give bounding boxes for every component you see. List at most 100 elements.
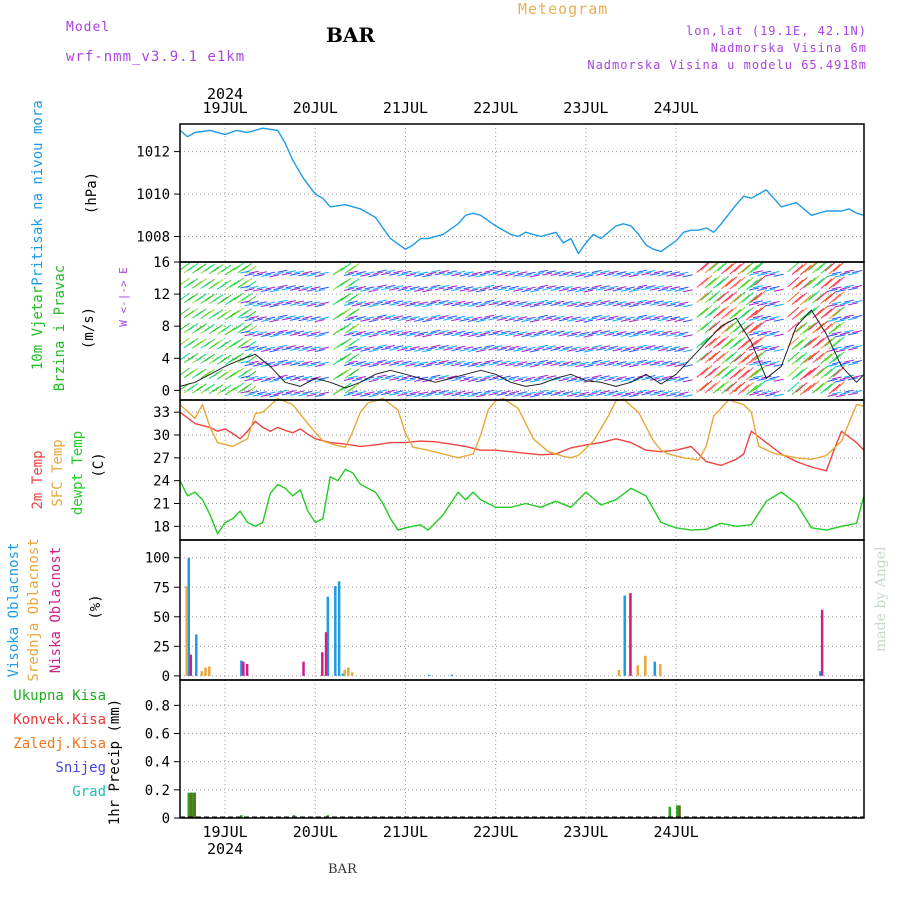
wind-arrow xyxy=(765,333,776,337)
wind-arrow xyxy=(637,269,648,273)
wind-arrow xyxy=(612,273,623,277)
wind-arrow xyxy=(554,345,565,349)
wind-arrow xyxy=(233,277,244,286)
wind-arrow xyxy=(729,293,742,305)
wind-arrow xyxy=(513,318,524,322)
wind-arrow xyxy=(708,380,721,391)
wind-arrow xyxy=(812,277,825,289)
wind-arrow xyxy=(633,301,644,305)
year-label-bottom: 2024 xyxy=(207,840,243,858)
day-label-top: 19JUL xyxy=(203,99,248,117)
product-title: Meteogram xyxy=(518,0,609,18)
wind-arrow xyxy=(600,285,611,289)
wind-arrow xyxy=(533,377,544,381)
wind-arrow xyxy=(349,308,360,317)
wind-arrow xyxy=(269,304,280,308)
wind-arrow xyxy=(725,306,738,317)
wind-arrow xyxy=(533,272,544,276)
wind-arrow xyxy=(799,279,812,291)
wind-arrow xyxy=(277,374,288,378)
wind-arrow xyxy=(750,262,763,273)
wind-arrow xyxy=(820,383,833,394)
wind-arrow xyxy=(721,308,734,320)
wind-arrow xyxy=(233,337,244,346)
wind-arrow xyxy=(245,295,257,304)
bar-srednja-oblacnost xyxy=(200,671,204,676)
wind-arrow xyxy=(657,303,668,307)
cloud-label-1: Visoka Oblacnost xyxy=(6,543,22,678)
wind-arrow xyxy=(471,271,482,275)
wind-arrow xyxy=(604,288,615,292)
wind-arrow xyxy=(467,288,478,292)
wind-arrow xyxy=(368,379,379,383)
wind-arrow xyxy=(750,322,763,333)
wind-arrow xyxy=(314,349,325,353)
wind-arrow xyxy=(513,288,524,292)
wind-arrow xyxy=(492,375,503,379)
wind-arrow xyxy=(273,272,284,276)
wind-arrow xyxy=(717,380,729,392)
wind-arrow xyxy=(349,278,360,287)
wind-arrow xyxy=(229,354,240,363)
wind-arrow xyxy=(241,293,253,301)
wind-arrow xyxy=(624,376,635,380)
wind-arrow xyxy=(839,286,850,290)
wind-arrow xyxy=(712,293,725,304)
wind-arrow xyxy=(571,376,582,380)
wind-arrow xyxy=(754,290,767,301)
wind-arrow xyxy=(542,377,553,381)
wind-arrow xyxy=(343,272,354,276)
wind-arrow xyxy=(364,331,375,335)
wind-arrow xyxy=(662,330,673,334)
wind-arrow xyxy=(318,346,329,350)
wind-arrow xyxy=(397,303,408,307)
wind-arrow xyxy=(682,394,693,398)
wind-arrow xyxy=(509,390,520,394)
wind-arrow xyxy=(401,330,412,334)
bar-visoka-oblacnost xyxy=(653,661,657,676)
wind-arrow xyxy=(748,287,759,291)
wind-arrow xyxy=(529,394,540,398)
day-label-top: 21JUL xyxy=(383,99,428,117)
wind-arrow xyxy=(653,300,664,304)
wind-arrow xyxy=(550,332,561,336)
wind-arrow xyxy=(208,356,220,365)
wind-arrow xyxy=(852,285,863,289)
tick-label-cloud: 0 xyxy=(162,669,170,685)
wind-speed-line xyxy=(179,309,865,389)
wind-arrow xyxy=(204,383,215,392)
wind-arrow xyxy=(554,285,565,289)
wind-arrow xyxy=(414,288,425,292)
wind-arrow xyxy=(463,331,474,335)
wind-arrow xyxy=(340,367,352,376)
tick-label-temp: 27 xyxy=(153,451,170,467)
wind-arrow xyxy=(314,379,325,383)
wind-arrow xyxy=(397,393,408,397)
wind-arrow xyxy=(521,289,532,293)
wind-arrow xyxy=(345,370,356,379)
wind-arrow xyxy=(349,353,360,362)
wind-arrow xyxy=(808,320,820,331)
wind-arrow xyxy=(380,332,391,336)
wind-arrow xyxy=(480,347,491,351)
wind-arrow xyxy=(500,390,511,394)
day-label-top: 23JUL xyxy=(563,99,608,117)
wind-arrow xyxy=(356,301,367,305)
wind-arrow xyxy=(765,348,776,352)
wind-arrow xyxy=(467,348,478,352)
wind-arrow xyxy=(595,377,606,381)
wind-arrow xyxy=(349,368,360,377)
wind-arrow xyxy=(368,334,379,338)
wind-arrow xyxy=(332,342,344,351)
day-label-top: 20JUL xyxy=(293,99,338,117)
wind-arrow xyxy=(828,278,841,290)
wind-arrow xyxy=(180,292,191,301)
wind-arrow xyxy=(476,364,487,368)
wind-arrow xyxy=(533,392,544,396)
wind-arrow xyxy=(604,318,615,322)
wind-arrow xyxy=(575,334,586,338)
wind-arrow xyxy=(405,378,416,382)
wind-arrow xyxy=(455,315,466,319)
wind-arrow xyxy=(380,302,391,306)
wind-arrow xyxy=(509,270,520,274)
